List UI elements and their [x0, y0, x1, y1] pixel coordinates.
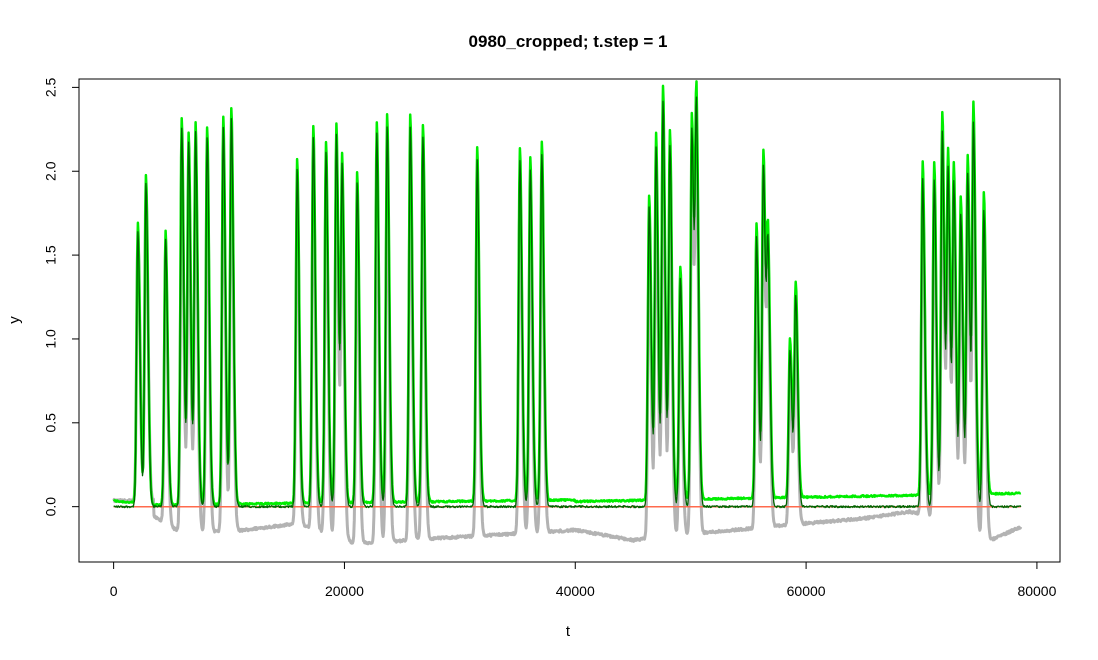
y-axis: 0.0 0.5 1.0 1.5 2.0 2.5: [43, 77, 80, 517]
series-fit: [112, 80, 1022, 507]
y-tick-label: 2.0: [43, 161, 59, 181]
y-tick-label: 1.0: [43, 329, 59, 349]
series-raw-signal: [112, 129, 1023, 546]
x-axis: 0 20000 40000 60000 80000: [110, 561, 1057, 599]
y-tick-label: 1.5: [43, 245, 59, 265]
series-corrected: [113, 96, 1022, 509]
x-tick-label: 20000: [325, 583, 364, 599]
x-tick-label: 60000: [787, 583, 826, 599]
x-tick-label: 0: [110, 583, 118, 599]
x-axis-label: t: [566, 623, 571, 640]
x-tick-label: 40000: [556, 583, 595, 599]
y-tick-label: 0.5: [43, 413, 59, 433]
chart-title: 0980_cropped; t.step = 1: [469, 32, 668, 51]
y-tick-label: 2.5: [43, 77, 59, 97]
x-tick-label: 80000: [1017, 583, 1056, 599]
series-layer: [112, 80, 1023, 546]
y-tick-label: 0.0: [43, 497, 59, 517]
y-axis-label: y: [6, 316, 23, 324]
